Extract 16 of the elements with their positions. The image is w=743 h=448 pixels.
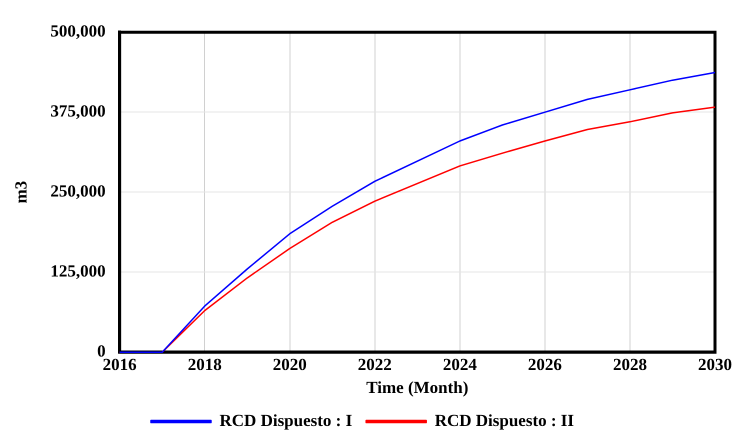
y-axis-title: m3 (12, 180, 31, 204)
y-tick-label: 125,000 (50, 262, 106, 281)
legend-label: RCD Dispuesto : I (219, 410, 353, 430)
x-tick-label: 2026 (528, 354, 562, 374)
x-tick-label: 2024 (442, 354, 478, 374)
y-tick-label: 250,000 (50, 182, 106, 201)
legend-label: RCD Dispuesto : II (434, 410, 574, 430)
x-tick-label: 2016 (102, 354, 137, 374)
x-tick-label: 2030 (698, 354, 732, 374)
x-tick-label: 2020 (272, 354, 307, 374)
x-tick-label: 2022 (358, 354, 392, 374)
y-tick-label: 375,000 (50, 102, 106, 121)
x-tick-label: 2028 (612, 354, 647, 374)
x-axis-title: Time (Month) (366, 378, 468, 398)
x-tick-label: 2018 (188, 354, 222, 374)
y-tick-label: 500,000 (50, 22, 106, 41)
